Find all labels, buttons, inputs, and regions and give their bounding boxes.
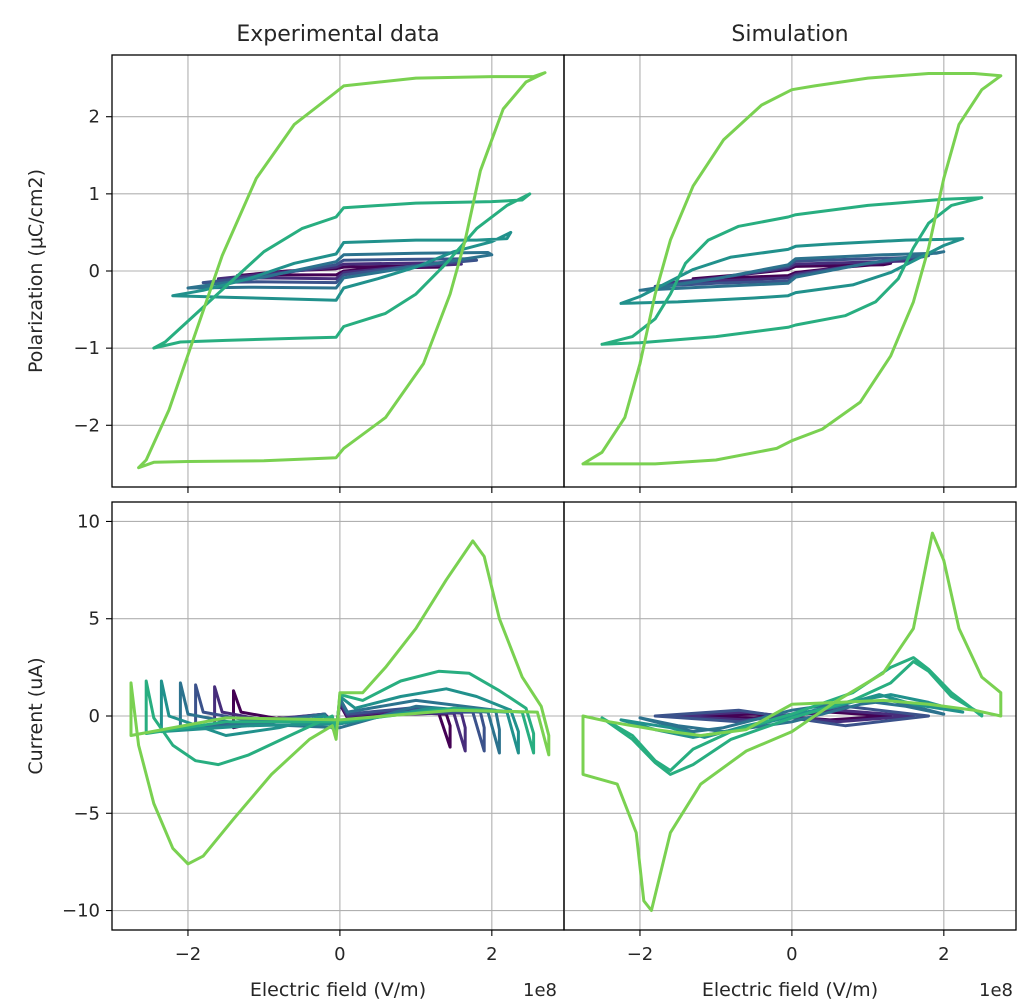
x-tick-label: 2 [486,944,497,965]
y-tick-label: −5 [73,803,100,824]
series-line-5 [152,192,532,350]
panel-cur_exp: −2 0 2 −10 −5 0 5 10 Current (uA) Electric field … [25,501,565,1001]
series-line-6 [129,539,551,866]
series-line-5 [600,656,984,776]
y-tick-label: 1 [89,184,100,205]
x-offset-label-left: 1e8 [523,980,557,1001]
series-line-4 [171,230,513,302]
series-line-6 [581,531,1003,912]
y-axis-label: Polarization (μC/cm2) [25,169,47,373]
axes-frame [563,501,1017,931]
x-tick-label: −2 [175,944,202,965]
series-line-6 [581,72,1003,466]
chart-title: Experimental data [236,22,439,47]
series-line-4 [619,237,965,305]
y-tick-label: −10 [62,901,100,922]
x-tick-label: 0 [786,944,797,965]
axes-frame [563,54,1017,488]
series-line-6 [137,71,547,470]
series-line-3 [186,251,494,290]
x-tick-label: −2 [627,944,654,965]
x-tick-label: 0 [334,944,345,965]
y-tick-label: 0 [89,261,100,282]
y-tick-label: 10 [77,511,100,532]
series-line-3 [638,250,946,292]
series-group [581,531,1003,912]
panel-pol_sim: Simulation [563,22,1017,493]
series-group [137,71,547,470]
panel-pol_exp: −2 −1 0 1 2 Experimental data Polarization (μC… [25,22,565,493]
y-tick-label: 5 [89,609,100,630]
series-group [129,539,551,866]
y-tick-label: −2 [73,415,100,436]
series-line-2 [653,704,931,728]
y-axis-label: Current (uA) [25,657,47,774]
y-tick-label: 2 [89,107,100,128]
series-line-2 [201,257,479,285]
y-tick-label: 0 [89,706,100,727]
chart-title: Simulation [731,22,848,47]
x-offset-label-right: 1e8 [979,980,1013,1001]
x-axis-label: Electric field (V/m) [702,979,878,1001]
series-group [581,72,1003,466]
x-axis-label: Electric field (V/m) [250,979,426,1001]
y-tick-label: −1 [73,338,100,359]
x-tick-label: 2 [938,944,949,965]
series-line-5 [600,196,984,346]
panel-cur_sim: −2 0 2 Electric field (V/m) [563,501,1017,1001]
